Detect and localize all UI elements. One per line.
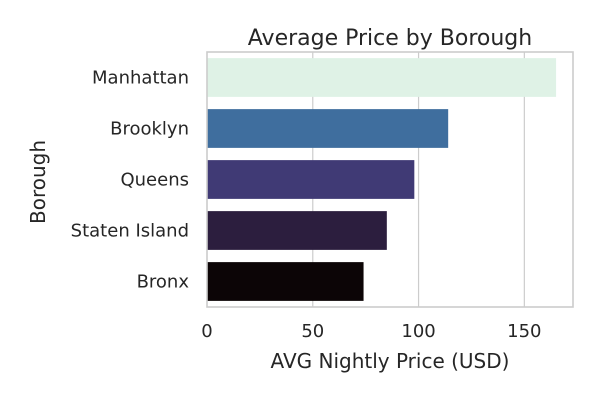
- x-tick-label: 0: [201, 321, 212, 342]
- y-tick-labels: Manhattan Brooklyn Queens Staten Island Bron…: [71, 68, 190, 293]
- x-tick-label: 150: [507, 321, 541, 342]
- bar-bronx: [207, 262, 364, 301]
- y-tick-label: Brooklyn: [110, 119, 189, 140]
- bar-queens: [207, 160, 415, 199]
- plot-frame: [206, 51, 574, 308]
- bar-staten-island: [207, 211, 387, 250]
- x-tick-labels: 0 50 100 150: [201, 321, 541, 342]
- bars: [207, 58, 557, 301]
- x-tick-label: 50: [301, 321, 324, 342]
- y-tick-label: Queens: [120, 170, 189, 191]
- chart-title: Average Price by Borough: [248, 26, 532, 51]
- bar-brooklyn: [207, 109, 449, 148]
- y-tick-label: Bronx: [137, 272, 190, 293]
- x-tick-label: 100: [401, 321, 435, 342]
- bar-manhattan: [207, 58, 557, 97]
- x-axis-label: AVG Nightly Price (USD): [271, 349, 510, 373]
- y-tick-label: Staten Island: [71, 221, 189, 242]
- y-tick-label: Manhattan: [92, 68, 189, 89]
- y-axis-label: Borough: [26, 140, 50, 224]
